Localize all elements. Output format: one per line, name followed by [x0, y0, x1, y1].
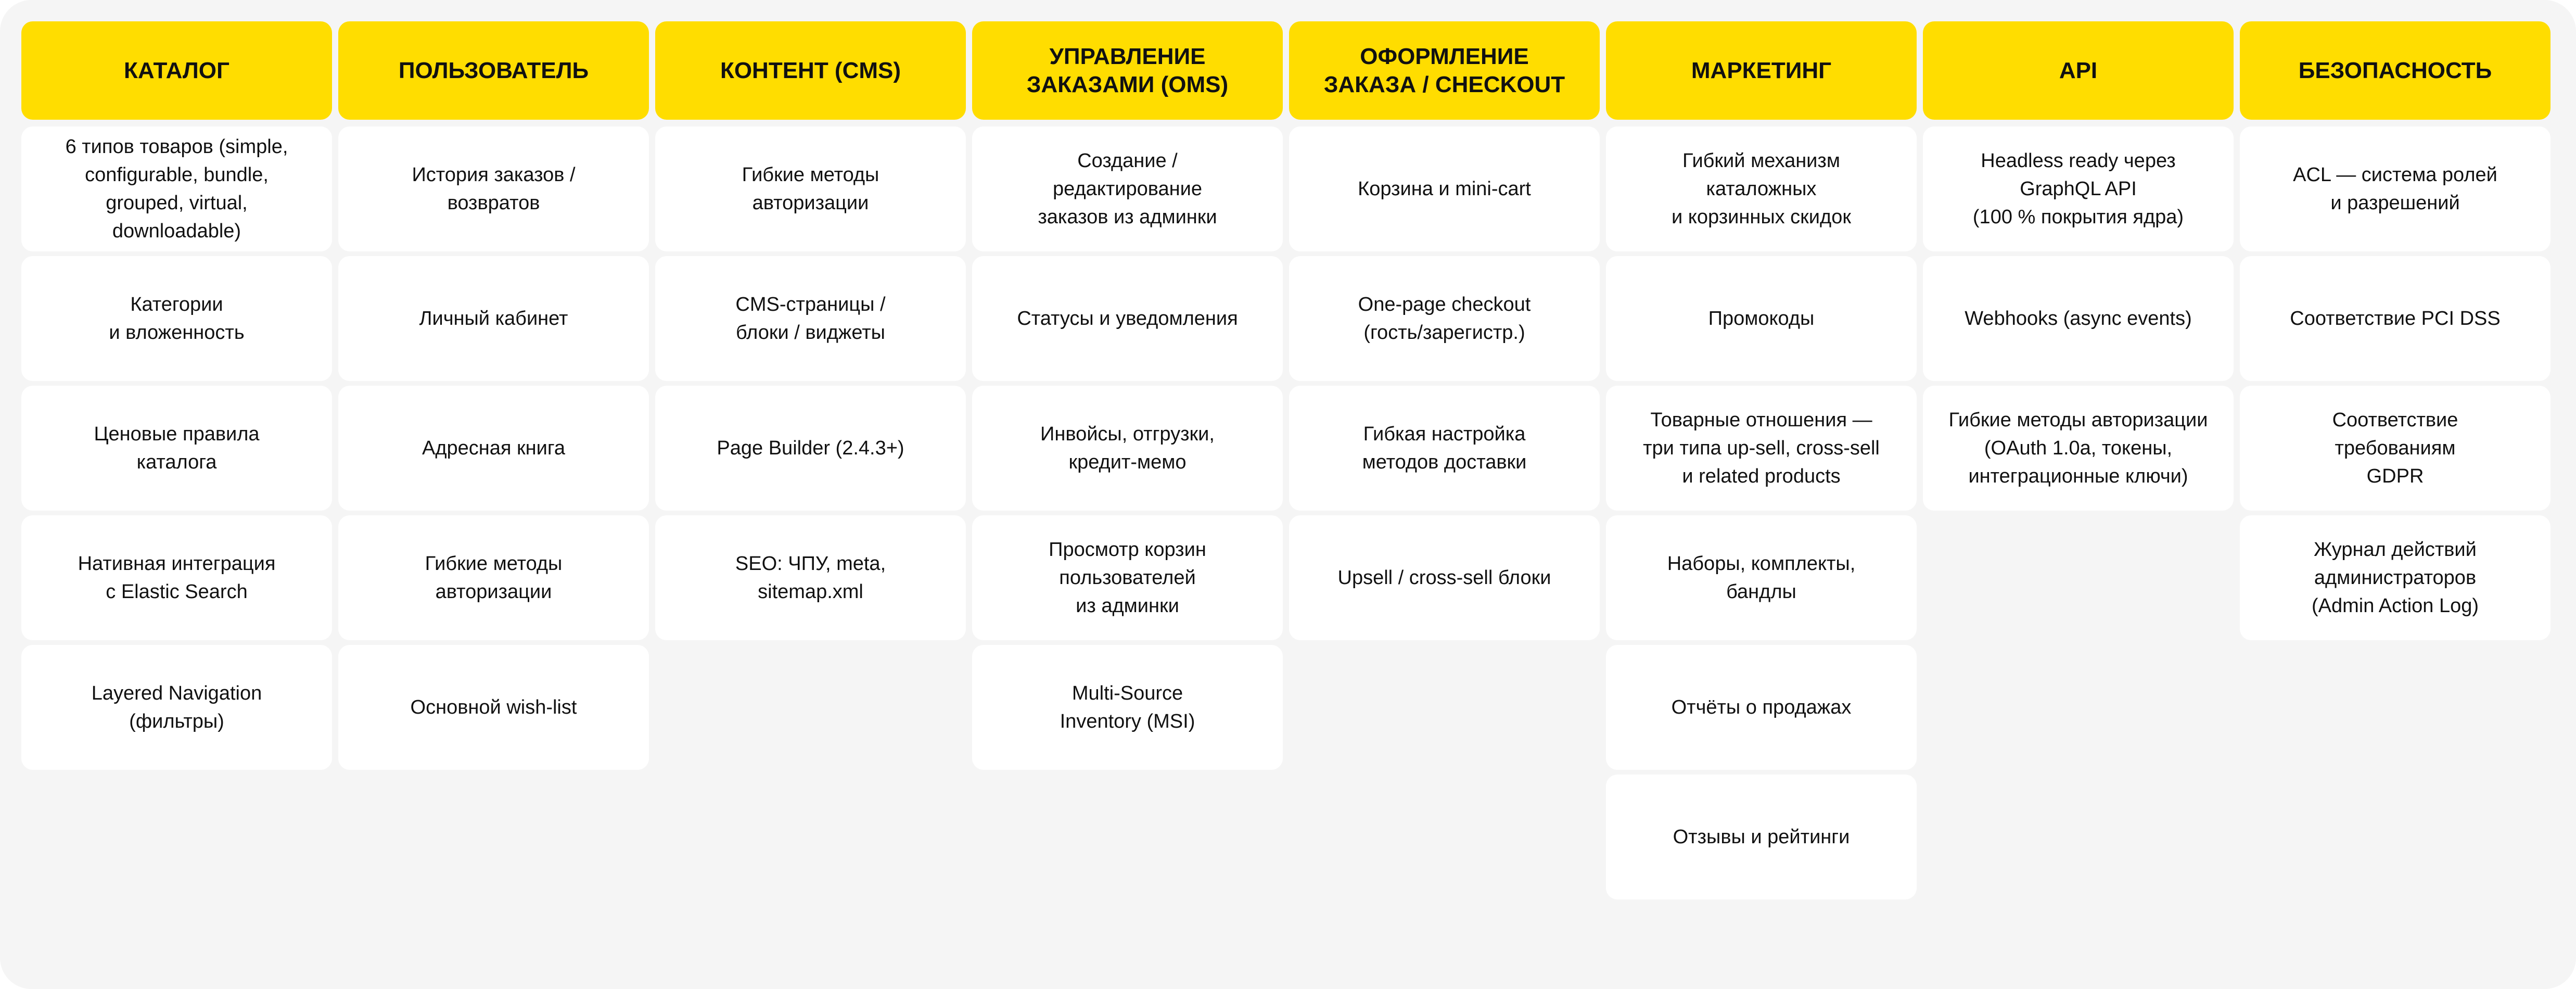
column-header: КОНТЕНТ (CMS): [655, 21, 966, 120]
feature-card: Соответствие требованиям GDPR: [2240, 386, 2551, 511]
feature-card: Отчёты о продажах: [1606, 645, 1917, 770]
feature-card: Адресная книга: [338, 386, 649, 511]
feature-card: Headless ready через GraphQL API (100 % …: [1923, 126, 2234, 251]
feature-card: Инвойсы, отгрузки, кредит-мемо: [972, 386, 1283, 511]
feature-column: ПОЛЬЗОВАТЕЛЬ История заказов / возвратов Л…: [338, 21, 649, 899]
feature-column: УПРАВЛЕНИЕ ЗАКАЗАМИ (OMS) Создание / реда…: [972, 21, 1283, 899]
feature-column: ОФОРМЛЕНИЕ ЗАКАЗА / CHECKOUT Корзина и mi…: [1289, 21, 1600, 899]
feature-card: Нативная интеграция с Elastic Search: [21, 515, 332, 640]
feature-card: Multi-Source Inventory (MSI): [972, 645, 1283, 770]
feature-card: Гибкие методы авторизации (OAuth 1.0a, т…: [1923, 386, 2234, 511]
feature-card: Layered Navigation (фильтры): [21, 645, 332, 770]
feature-card: Личный кабинет: [338, 256, 649, 381]
feature-card: Промокоды: [1606, 256, 1917, 381]
column-header: ПОЛЬЗОВАТЕЛЬ: [338, 21, 649, 120]
feature-column: МАРКЕТИНГ Гибкий механизм каталожных и ко…: [1606, 21, 1917, 899]
feature-card: One-page checkout (гость/зарегистр.): [1289, 256, 1600, 381]
feature-card: Товарные отношения — три типа up-sell, c…: [1606, 386, 1917, 511]
feature-card: Категории и вложенность: [21, 256, 332, 381]
feature-card: Webhooks (async events): [1923, 256, 2234, 381]
feature-card: Журнал действий администраторов (Admin A…: [2240, 515, 2551, 640]
feature-card: Ценовые правила каталога: [21, 386, 332, 511]
feature-card: Просмотр корзин пользователей из админки: [972, 515, 1283, 640]
column-header: КАТАЛОГ: [21, 21, 332, 120]
feature-card: Основной wish-list: [338, 645, 649, 770]
feature-card: Отзывы и рейтинги: [1606, 775, 1917, 899]
column-header: МАРКЕТИНГ: [1606, 21, 1917, 120]
feature-card: Гибкий механизм каталожных и корзинных с…: [1606, 126, 1917, 251]
feature-card: Гибкие методы авторизации: [338, 515, 649, 640]
feature-card: Наборы, комплекты, бандлы: [1606, 515, 1917, 640]
column-header: УПРАВЛЕНИЕ ЗАКАЗАМИ (OMS): [972, 21, 1283, 120]
feature-card: Page Builder (2.4.3+): [655, 386, 966, 511]
feature-card: ACL — система ролей и разрешений: [2240, 126, 2551, 251]
feature-grid: КАТАЛОГ 6 типов товаров (simple, configur…: [21, 21, 2555, 899]
column-header: ОФОРМЛЕНИЕ ЗАКАЗА / CHECKOUT: [1289, 21, 1600, 120]
feature-card: Корзина и mini-cart: [1289, 126, 1600, 251]
feature-card: История заказов / возвратов: [338, 126, 649, 251]
column-header: БЕЗОПАСНОСТЬ: [2240, 21, 2551, 120]
column-header: API: [1923, 21, 2234, 120]
feature-card: Гибкие методы авторизации: [655, 126, 966, 251]
feature-card: 6 типов товаров (simple, configurable, b…: [21, 126, 332, 251]
feature-card: SEO: ЧПУ, meta, sitemap.xml: [655, 515, 966, 640]
feature-card: Создание / редактирование заказов из адм…: [972, 126, 1283, 251]
feature-card: Upsell / cross-sell блоки: [1289, 515, 1600, 640]
feature-column: БЕЗОПАСНОСТЬ ACL — система ролей и разреш…: [2240, 21, 2551, 899]
feature-card: CMS-страницы / блоки / виджеты: [655, 256, 966, 381]
feature-card: Гибкая настройка методов доставки: [1289, 386, 1600, 511]
feature-card: Соответствие PCI DSS: [2240, 256, 2551, 381]
feature-column: API Headless ready через GraphQL API (100…: [1923, 21, 2234, 899]
feature-card: Статусы и уведомления: [972, 256, 1283, 381]
feature-column: КОНТЕНТ (CMS) Гибкие методы авторизации CM…: [655, 21, 966, 899]
feature-column: КАТАЛОГ 6 типов товаров (simple, configur…: [21, 21, 332, 899]
